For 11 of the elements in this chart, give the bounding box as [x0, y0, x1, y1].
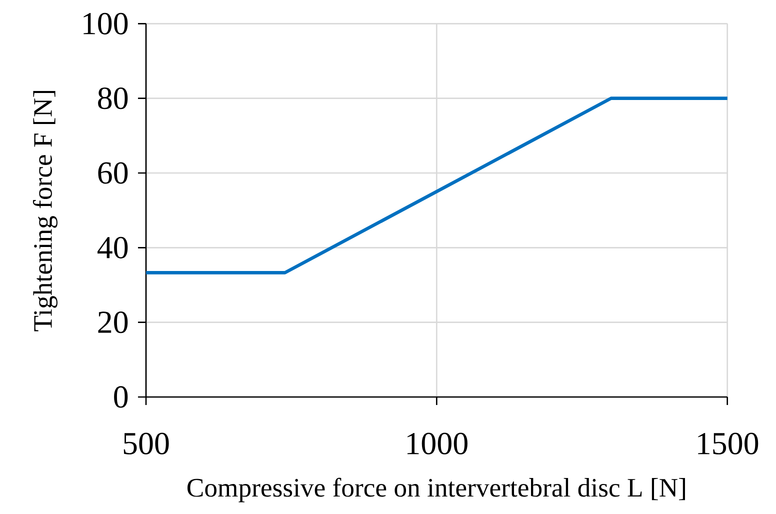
y-tick-label: 100 — [84, 12, 128, 34]
y-tick-label: 20 — [98, 312, 128, 334]
y-tick-label: 40 — [97, 236, 128, 258]
x-tick-label: 500 — [124, 432, 169, 454]
x-tick-label: 1000 — [407, 432, 468, 454]
y-tick-label: 0 — [114, 386, 128, 408]
y-tick-label: 60 — [98, 162, 128, 184]
y-axis-title: Tightening force F [N] — [32, 90, 58, 332]
x-tick-label: 1500 — [698, 432, 758, 454]
y-tick-label: 80 — [98, 88, 128, 110]
x-axis-title: Compressive force on intervertebral disc L [N] — [187, 478, 685, 502]
